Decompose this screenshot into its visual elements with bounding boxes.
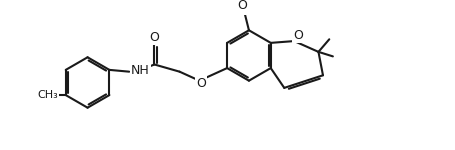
- Text: O: O: [293, 29, 303, 42]
- Text: NH: NH: [131, 64, 149, 77]
- Text: CH₃: CH₃: [37, 90, 58, 100]
- Text: O: O: [149, 31, 159, 44]
- Text: O: O: [236, 0, 246, 12]
- Text: O: O: [196, 77, 206, 90]
